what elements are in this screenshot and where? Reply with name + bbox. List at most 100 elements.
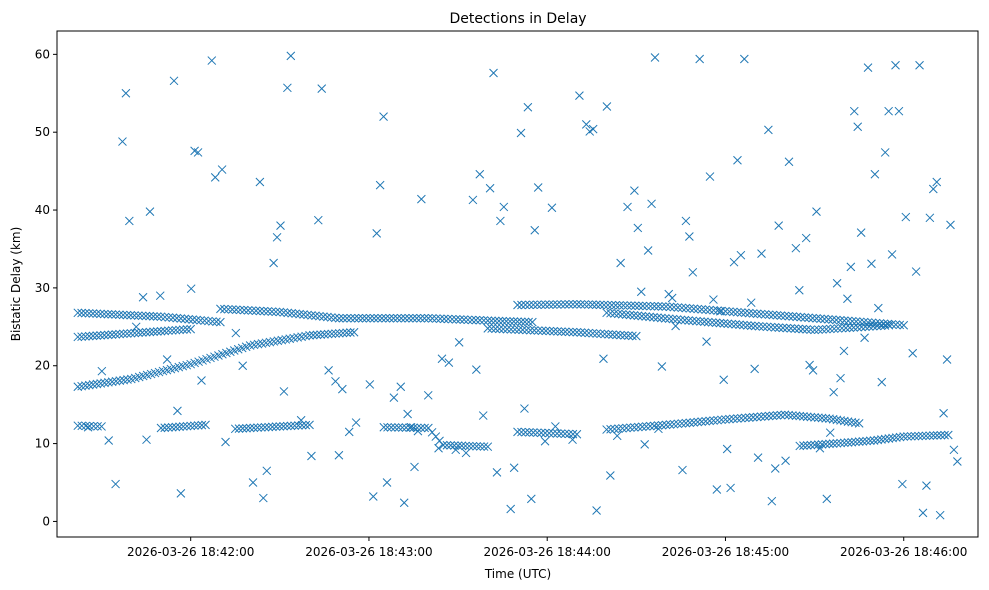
data-point: [887, 250, 897, 259]
y-axis: 0 10 20 30 40 50 60: [35, 47, 57, 528]
data-point: [499, 202, 509, 212]
data-point: [856, 228, 866, 237]
data-point: [492, 468, 502, 477]
data-point: [506, 504, 516, 514]
data-point: [207, 56, 217, 65]
data-point: [164, 423, 173, 432]
data-point: [385, 313, 394, 323]
data-point: [845, 323, 855, 333]
data-point: [111, 329, 121, 339]
data-point: [525, 428, 534, 437]
data-point: [835, 315, 845, 325]
data-point: [142, 435, 151, 445]
x-tick-label: 2026-03-26 18:44:00: [483, 545, 610, 559]
data-point: [73, 421, 83, 431]
data-point: [863, 63, 873, 72]
data-point: [476, 442, 485, 451]
data-point: [323, 329, 333, 339]
data-point: [180, 314, 190, 324]
data-point: [756, 412, 766, 422]
data-point: [453, 441, 463, 451]
data-point: [868, 321, 878, 331]
data-point: [417, 194, 426, 204]
data-point: [767, 496, 777, 506]
data-point: [634, 301, 644, 311]
data-point: [787, 411, 797, 420]
data-point: [808, 313, 817, 323]
data-point: [791, 411, 801, 421]
data-point: [717, 415, 726, 425]
data-point: [564, 429, 574, 439]
data-point: [732, 414, 742, 423]
data-point: [134, 328, 143, 338]
data-point: [454, 338, 464, 347]
data-point: [540, 428, 550, 438]
data-point: [685, 304, 695, 313]
data-point: [610, 309, 619, 318]
data-point: [320, 329, 329, 339]
data-point: [483, 442, 493, 452]
data-point: [405, 423, 415, 433]
data-point: [437, 354, 447, 364]
data-point: [96, 331, 105, 340]
data-point: [468, 441, 478, 451]
data-point: [839, 346, 849, 356]
x-tick-label: 2026-03-26 18:42:00: [127, 545, 254, 559]
data-point: [804, 313, 814, 323]
data-point: [104, 377, 113, 387]
data-point: [894, 106, 904, 116]
data-point: [459, 315, 469, 325]
data-point: [952, 457, 962, 466]
data-point: [498, 316, 507, 326]
data-point: [137, 311, 147, 321]
data-point: [664, 314, 674, 324]
data-point: [514, 325, 524, 335]
data-point: [442, 440, 452, 450]
data-point: [88, 309, 98, 318]
data-point: [145, 207, 155, 216]
data-point: [176, 314, 186, 323]
data-point: [99, 309, 109, 319]
data-point: [365, 313, 375, 323]
data-point: [149, 311, 158, 321]
data-point: [906, 431, 916, 441]
data-point: [145, 327, 155, 337]
data-point: [295, 309, 304, 319]
data-point: [799, 412, 808, 421]
data-point: [238, 424, 248, 433]
data-point: [677, 419, 687, 428]
data-point: [752, 412, 762, 422]
data-point: [287, 308, 297, 318]
data-point: [522, 325, 531, 335]
data-point: [707, 318, 717, 327]
data-point: [498, 324, 508, 334]
data-point: [621, 310, 631, 320]
data-point: [788, 312, 798, 321]
data-point: [141, 327, 151, 337]
data-point: [929, 431, 938, 440]
y-tick-label: 10: [35, 437, 50, 451]
data-point: [111, 310, 120, 319]
data-point: [279, 387, 289, 396]
data-point: [323, 312, 332, 322]
data-point: [431, 314, 441, 323]
y-tick-label: 50: [35, 125, 50, 139]
data-point: [523, 102, 533, 112]
data-point: [588, 300, 597, 309]
data-point: [584, 328, 594, 338]
data-point: [111, 479, 120, 489]
data-point: [564, 299, 574, 309]
data-point: [354, 313, 363, 323]
data-point: [379, 422, 389, 432]
data-point: [496, 216, 505, 226]
data-point: [776, 410, 786, 420]
data-point: [821, 439, 831, 449]
data-point: [928, 184, 938, 194]
data-point: [836, 438, 845, 448]
data-point: [81, 381, 90, 390]
data-point: [641, 312, 651, 321]
data-point: [186, 324, 196, 334]
data-point: [764, 411, 774, 421]
data-point: [168, 313, 178, 323]
